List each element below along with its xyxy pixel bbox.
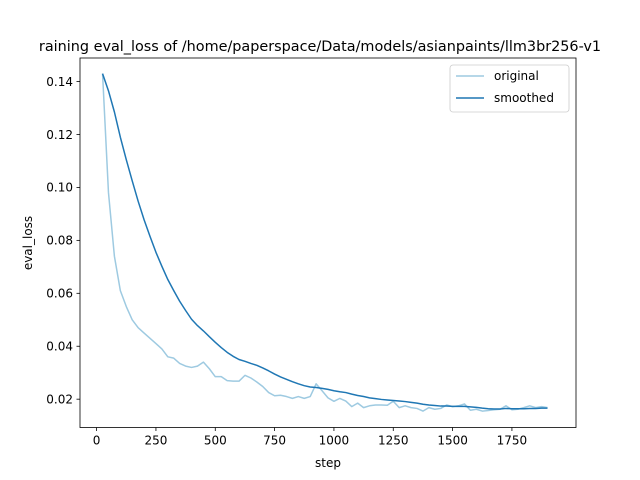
y-tick-label: 0.06 (46, 287, 73, 301)
x-axis: 0 250 500 750 1000 1250 1500 1750 (93, 427, 528, 448)
y-tick-label: 0.10 (46, 181, 73, 195)
series-line-original (101, 73, 548, 412)
x-tick-label: 0 (93, 434, 101, 448)
y-axis: 0.02 0.04 0.06 0.08 0.10 0.12 0.14 (46, 75, 80, 406)
chart-title: raining eval_loss of /home/paperspace/Da… (39, 39, 601, 55)
x-tick-label: 1250 (378, 434, 409, 448)
x-tick-label: 1500 (437, 434, 468, 448)
legend-original-label: original (494, 69, 539, 83)
legend-smoothed-label: smoothed (494, 91, 554, 105)
x-tick-label: 1750 (497, 434, 528, 448)
y-tick-label: 0.02 (46, 392, 73, 406)
x-tick-label: 500 (204, 434, 227, 448)
x-tick-label: 1000 (319, 434, 350, 448)
legend: original smoothed (449, 64, 570, 113)
series-layer (101, 73, 548, 412)
y-tick-label: 0.14 (46, 75, 73, 89)
y-axis-label: eval_loss (21, 216, 35, 270)
series-line-smoothed (101, 73, 548, 410)
plot-area (79, 57, 577, 428)
plot-frame (79, 57, 577, 428)
y-tick-label: 0.12 (46, 128, 73, 142)
y-tick-label: 0.08 (46, 234, 73, 248)
x-tick-label: 750 (263, 434, 286, 448)
y-tick-label: 0.04 (46, 340, 73, 354)
x-axis-label: step (315, 456, 341, 470)
x-tick-label: 250 (144, 434, 167, 448)
